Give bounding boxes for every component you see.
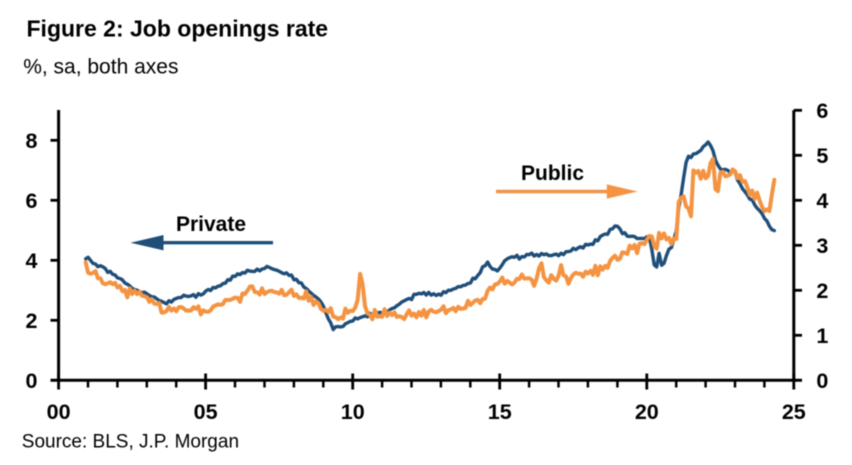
svg-text:1: 1 bbox=[816, 324, 828, 348]
svg-text:3: 3 bbox=[816, 234, 828, 258]
svg-text:00: 00 bbox=[47, 400, 71, 424]
svg-text:6: 6 bbox=[816, 99, 828, 123]
svg-text:15: 15 bbox=[488, 400, 512, 424]
svg-text:5: 5 bbox=[816, 144, 828, 168]
svg-text:2: 2 bbox=[26, 309, 38, 333]
svg-text:20: 20 bbox=[635, 400, 659, 424]
svg-text:Figure 2: Job openings rate: Figure 2: Job openings rate bbox=[27, 16, 329, 42]
svg-text:6: 6 bbox=[26, 189, 38, 213]
svg-text:Private: Private bbox=[176, 213, 246, 236]
svg-text:0: 0 bbox=[26, 369, 38, 393]
svg-text:25: 25 bbox=[782, 400, 806, 424]
svg-text:4: 4 bbox=[26, 249, 38, 273]
svg-text:0: 0 bbox=[816, 369, 828, 393]
svg-text:10: 10 bbox=[341, 400, 365, 424]
svg-text:Public: Public bbox=[521, 162, 584, 185]
svg-text:4: 4 bbox=[816, 189, 828, 213]
svg-text:05: 05 bbox=[194, 400, 218, 424]
svg-text:Source: BLS, J.P. Morgan: Source: BLS, J.P. Morgan bbox=[22, 432, 239, 453]
svg-text:2: 2 bbox=[816, 279, 828, 303]
svg-text:8: 8 bbox=[26, 129, 38, 153]
svg-text:%, sa, both axes: %, sa, both axes bbox=[23, 56, 178, 79]
